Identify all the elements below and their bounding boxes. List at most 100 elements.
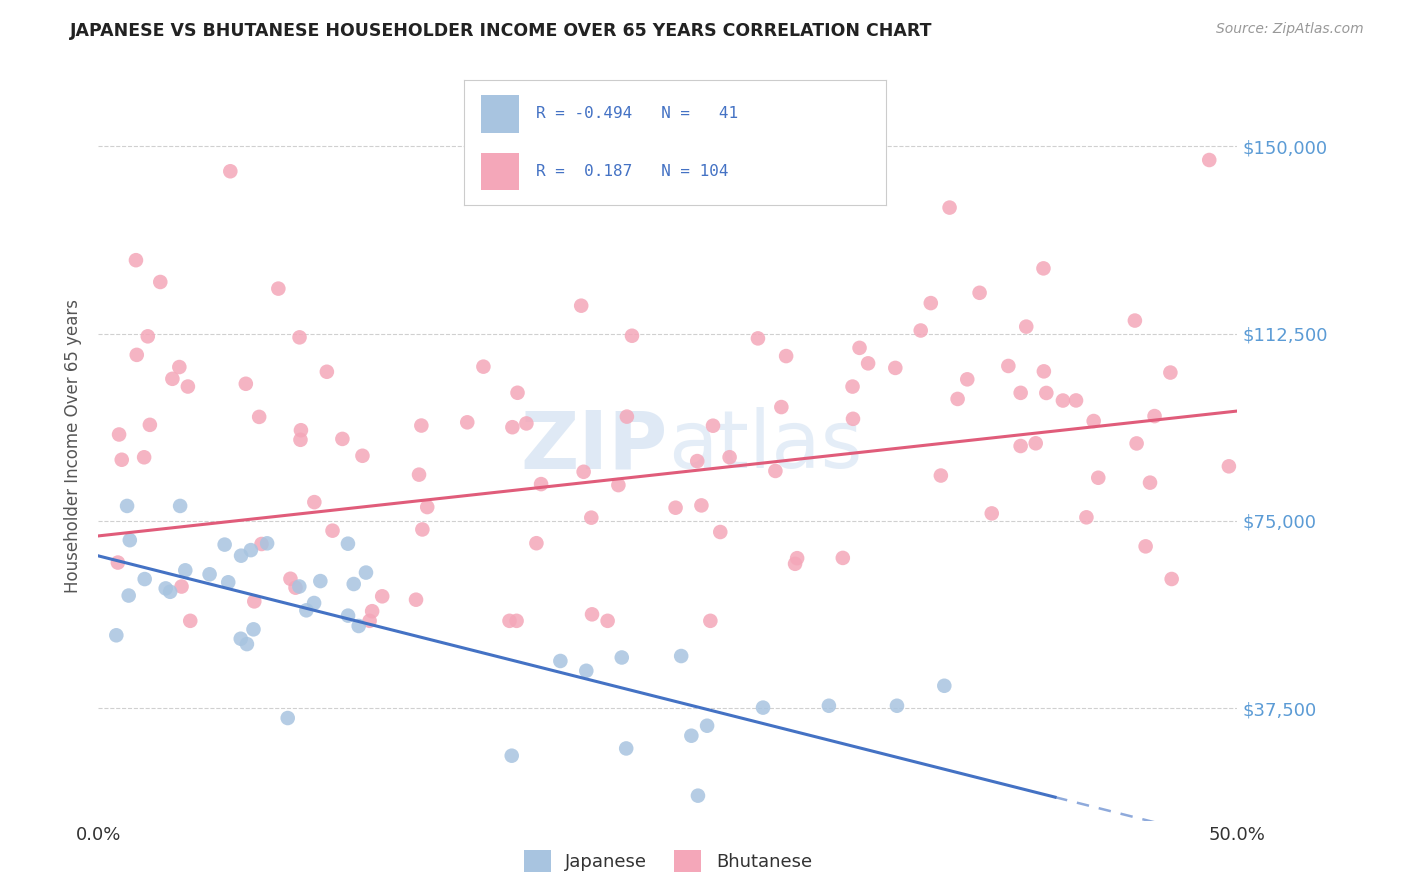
Point <box>610 650 633 665</box>
Point <box>352 449 374 463</box>
Point <box>361 604 384 618</box>
Point <box>343 577 366 591</box>
Point <box>235 376 257 391</box>
Point <box>1010 439 1032 453</box>
Point <box>217 575 239 590</box>
Point <box>770 400 793 414</box>
Point <box>842 412 865 426</box>
Point <box>910 324 932 338</box>
Point <box>501 420 523 434</box>
Point <box>229 632 252 646</box>
Point <box>214 538 236 552</box>
Point <box>288 330 311 344</box>
Point <box>347 619 370 633</box>
Point <box>501 748 523 763</box>
Point <box>115 499 138 513</box>
Point <box>669 648 692 663</box>
Point <box>354 566 377 580</box>
Point <box>690 499 713 513</box>
Point <box>886 698 908 713</box>
Point <box>786 551 808 566</box>
Text: R = -0.494   N =   41: R = -0.494 N = 41 <box>536 106 738 121</box>
Point <box>256 536 278 550</box>
Point <box>1015 319 1038 334</box>
Point <box>763 464 786 478</box>
Point <box>946 392 969 406</box>
Point <box>818 698 841 713</box>
Point <box>416 500 439 514</box>
Point <box>456 415 478 429</box>
Point <box>149 275 172 289</box>
Point <box>718 450 741 465</box>
Point <box>498 614 520 628</box>
Point <box>322 524 344 538</box>
Point <box>1135 540 1157 554</box>
Point <box>336 537 359 551</box>
Point <box>239 543 262 558</box>
Point <box>472 359 495 374</box>
Point <box>515 417 537 431</box>
Point <box>569 299 592 313</box>
Point <box>581 607 603 622</box>
Point <box>198 567 221 582</box>
Point <box>277 711 299 725</box>
Point <box>229 549 252 563</box>
Point <box>1076 510 1098 524</box>
Point <box>139 417 162 432</box>
Point <box>169 499 191 513</box>
Y-axis label: Householder Income Over 65 years: Householder Income Over 65 years <box>65 299 83 593</box>
Point <box>1064 393 1087 408</box>
Point <box>288 580 311 594</box>
Point <box>242 623 264 637</box>
Point <box>174 563 197 577</box>
Point <box>841 379 863 393</box>
Point <box>969 285 991 300</box>
Point <box>267 282 290 296</box>
Point <box>177 379 200 393</box>
Point <box>169 359 191 374</box>
Point <box>934 679 956 693</box>
Point <box>775 349 797 363</box>
Point <box>938 201 960 215</box>
Point <box>664 500 686 515</box>
Point <box>752 700 775 714</box>
Point <box>155 582 177 596</box>
Point <box>831 550 853 565</box>
Point <box>405 592 427 607</box>
Point <box>747 331 769 345</box>
Point <box>290 433 312 447</box>
Point <box>170 580 193 594</box>
Point <box>572 465 595 479</box>
Point <box>596 614 619 628</box>
Point <box>1143 409 1166 423</box>
Point <box>134 572 156 586</box>
Point <box>337 608 360 623</box>
Point <box>1083 414 1105 428</box>
Point <box>219 164 242 178</box>
Point <box>134 450 156 465</box>
Point <box>614 741 637 756</box>
Point <box>856 356 879 370</box>
Point <box>1032 261 1054 276</box>
Point <box>581 510 603 524</box>
Point <box>848 341 870 355</box>
Point <box>125 348 148 362</box>
Point <box>506 385 529 400</box>
Point <box>136 329 159 343</box>
Point <box>1010 385 1032 400</box>
Point <box>108 427 131 442</box>
Point <box>280 572 302 586</box>
Point <box>980 507 1002 521</box>
Point <box>1032 364 1054 378</box>
Point <box>243 594 266 608</box>
Point <box>125 253 148 268</box>
Point <box>1035 386 1057 401</box>
Text: JAPANESE VS BHUTANESE HOUSEHOLDER INCOME OVER 65 YEARS CORRELATION CHART: JAPANESE VS BHUTANESE HOUSEHOLDER INCOME… <box>70 22 932 40</box>
Point <box>686 454 709 468</box>
Point <box>696 719 718 733</box>
Point <box>111 452 134 467</box>
Bar <box>481 153 519 190</box>
Point <box>956 372 979 386</box>
Point <box>783 557 806 571</box>
Point <box>1218 459 1240 474</box>
